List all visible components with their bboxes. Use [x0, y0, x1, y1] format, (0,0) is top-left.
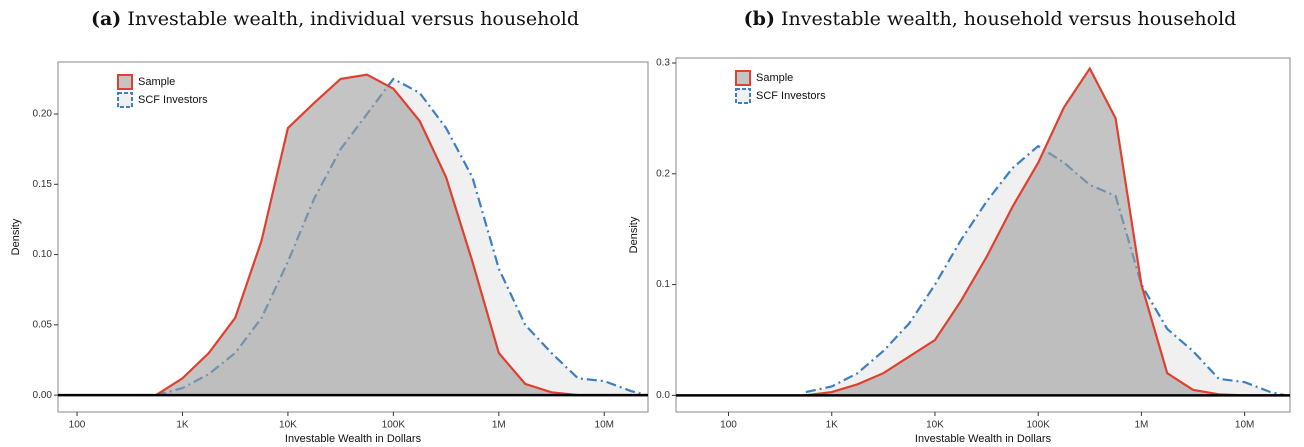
y-tick-label: 0.05	[33, 319, 53, 330]
legend-label: Sample	[756, 72, 793, 84]
legend-swatch	[735, 88, 751, 104]
legend-swatch	[735, 70, 751, 86]
panel-title: (b) Investable wealth, household versus …	[744, 8, 1237, 30]
panel-label: (b)	[744, 8, 775, 30]
legend-label: SCF Investors	[138, 94, 208, 106]
x-tick-label: 10M	[1235, 420, 1254, 431]
panel: (b) Investable wealth, household versus …	[628, 8, 1291, 445]
x-tick-label: 1M	[492, 420, 506, 431]
density-area	[156, 74, 647, 396]
legend-label: Sample	[138, 76, 175, 88]
y-tick-label: 0.0	[656, 390, 670, 401]
y-tick-label: 0.1	[656, 279, 670, 290]
x-tick-label: 10K	[279, 420, 297, 431]
y-tick-label: 0.20	[33, 109, 53, 120]
legend-label: SCF Investors	[756, 90, 826, 102]
y-tick-label: 0.2	[656, 168, 670, 179]
panel-title: (a) Investable wealth, individual versus…	[91, 8, 579, 30]
y-axis-label: Density	[628, 216, 640, 253]
x-tick-label: 1K	[176, 420, 189, 431]
x-tick-label: 10K	[926, 420, 944, 431]
density-line	[805, 66, 1286, 397]
y-axis-label: Density	[10, 218, 22, 255]
x-tick-label: 1K	[826, 420, 839, 431]
legend-swatch	[117, 74, 133, 90]
panel: (a) Investable wealth, individual versus…	[10, 8, 649, 445]
x-axis-label: Investable Wealth in Dollars	[285, 433, 422, 445]
x-tick-label: 100	[720, 420, 737, 431]
y-tick-label: 0.00	[33, 390, 53, 401]
x-axis-label: Investable Wealth in Dollars	[915, 433, 1052, 445]
x-tick-label: 10M	[595, 420, 614, 431]
y-tick-label: 0.15	[33, 179, 53, 190]
x-tick-label: 100K	[1027, 420, 1051, 431]
x-tick-label: 1M	[1134, 420, 1148, 431]
y-tick-label: 0.3	[656, 58, 670, 69]
density-line	[155, 77, 647, 397]
x-tick-label: 100K	[382, 420, 406, 431]
title-text: Investable wealth, household versus hous…	[781, 8, 1236, 30]
density-area	[805, 68, 1286, 396]
legend-swatch	[117, 92, 133, 108]
panel-label: (a)	[91, 8, 121, 30]
title-text: Investable wealth, individual versus hou…	[127, 8, 579, 30]
x-tick-label: 100	[69, 420, 86, 431]
y-tick-label: 0.10	[33, 249, 53, 260]
